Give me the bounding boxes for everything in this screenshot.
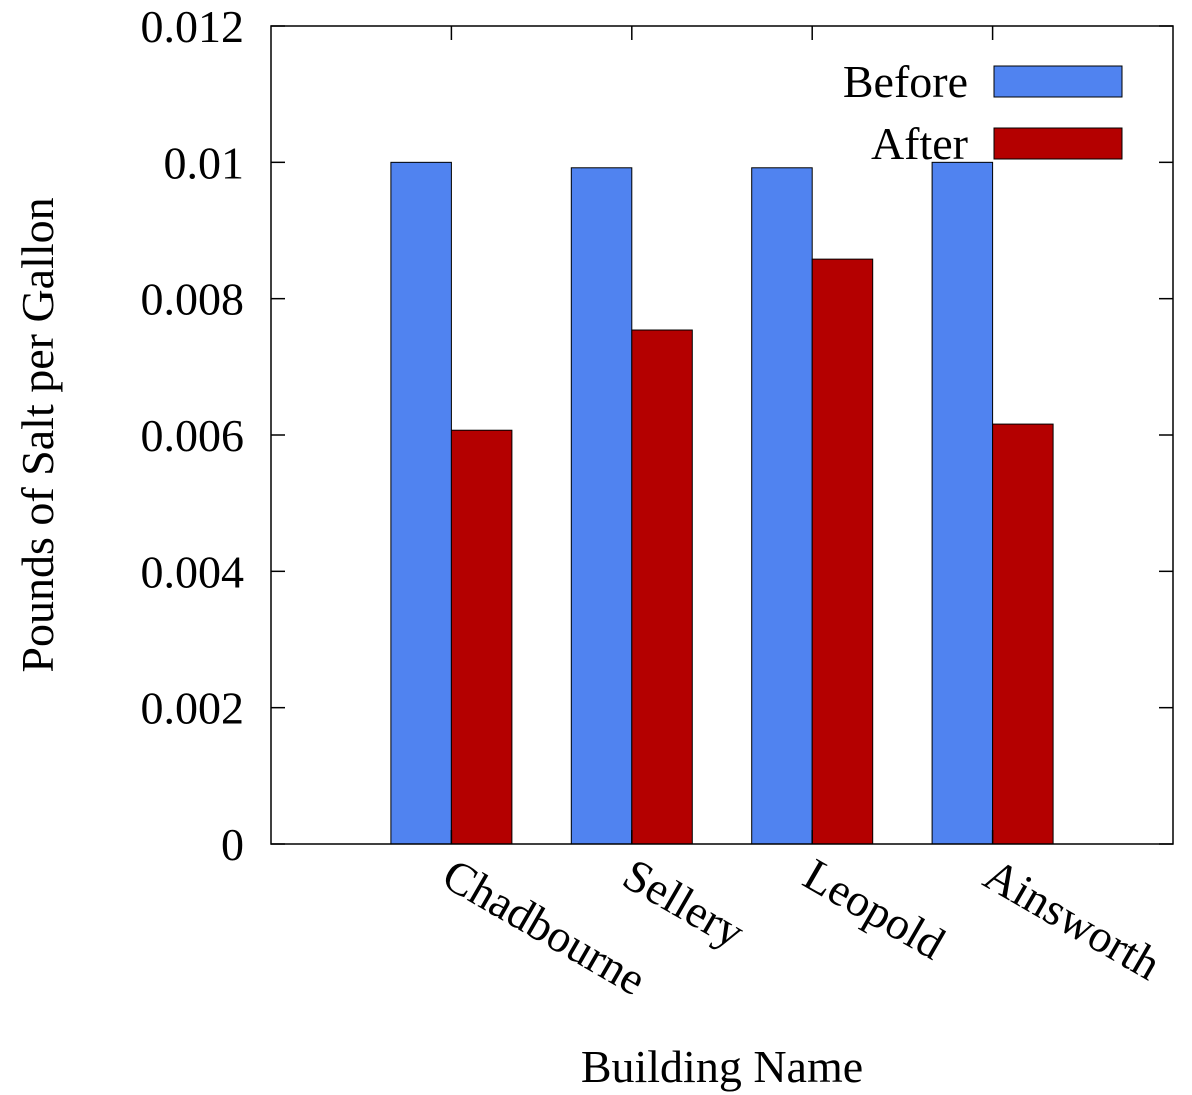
bar-before-ainsworth xyxy=(931,161,994,845)
legend-label-after: After xyxy=(871,118,968,169)
bar-after-chadbourne xyxy=(450,429,513,845)
y-tick-label: 0.008 xyxy=(141,274,245,325)
bar-after-sellery xyxy=(631,329,693,845)
bar-before-chadbourne xyxy=(390,161,452,845)
x-axis-label: Building Name xyxy=(581,1041,863,1092)
legend-swatch-before xyxy=(993,65,1123,98)
y-tick-label: 0 xyxy=(221,819,244,870)
x-tick-label: Chadbourne xyxy=(434,848,654,1005)
legend-label-before: Before xyxy=(843,56,968,107)
ticks-layer xyxy=(271,25,1173,845)
legend-swatch-after xyxy=(993,127,1123,160)
bars-layer xyxy=(390,161,1054,845)
x-tick-label: Ainsworth xyxy=(976,848,1170,989)
y-tick-labels: 0 0.002 0.004 0.006 0.008 0.01 0.012 xyxy=(141,1,245,870)
y-tick-label: 0.006 xyxy=(141,410,245,461)
y-tick-label: 0.01 xyxy=(164,137,245,188)
y-tick-label: 0.012 xyxy=(141,1,245,52)
y-axis-label: Pounds of Salt per Gallon xyxy=(12,197,63,672)
x-tick-label: Sellery xyxy=(615,848,753,957)
bar-after-leopold xyxy=(811,258,874,845)
x-tick-label: Leopold xyxy=(795,848,953,969)
y-tick-label: 0.004 xyxy=(141,546,245,597)
bar-before-sellery xyxy=(570,167,633,845)
bar-after-ainsworth xyxy=(992,423,1054,845)
legend: Before After xyxy=(843,56,1123,169)
y-tick-label: 0.002 xyxy=(141,683,245,734)
bar-before-leopold xyxy=(751,167,813,845)
